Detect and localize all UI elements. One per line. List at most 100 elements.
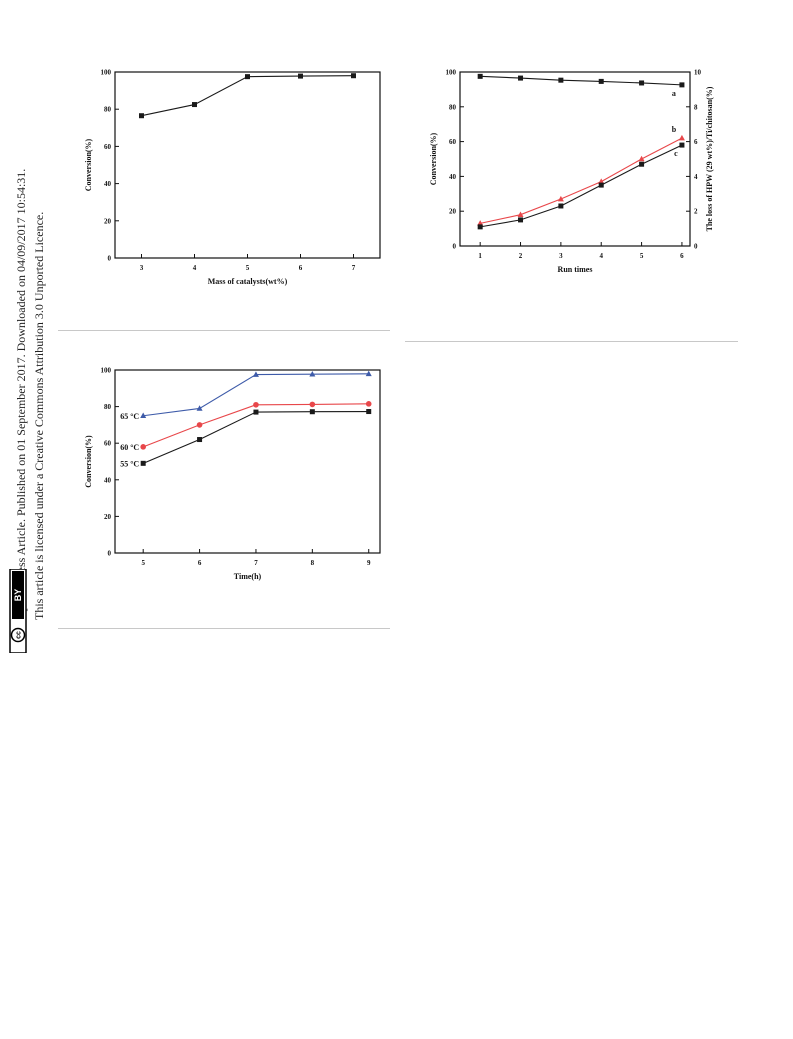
x-tick-label: 3: [559, 252, 563, 260]
sidebar-line-published: Open Access Article. Published on 01 Sep…: [14, 168, 28, 620]
chart-conversion-and-hpw-loss-vs-run-times: 0 20 40 60 80 100 0 2 4 6 8 10 1 2 3 4 5 6 Run times Conver…: [410, 60, 740, 290]
data-point: [477, 224, 483, 230]
y-axis-title: Conversion(%): [84, 435, 93, 488]
y-tick-label: 20: [104, 513, 112, 521]
cc-by-license-badge[interactable]: BY cc: [4, 569, 36, 653]
plot-frame: [459, 71, 691, 247]
badge-by-block: [12, 571, 24, 619]
data-point: [638, 155, 645, 162]
data-point: [366, 409, 372, 415]
y-tick-label: 20: [104, 217, 112, 225]
y2-tick-label: 4: [694, 173, 698, 181]
data-point: [598, 78, 604, 84]
separator-2: [405, 341, 738, 342]
data-point: [477, 73, 483, 79]
x-tick-label: 3: [140, 264, 144, 272]
data-point: [365, 370, 372, 377]
separator-1: [58, 330, 390, 331]
data-point: [518, 75, 524, 81]
x-tick-label: 2: [519, 252, 523, 260]
data-point: [197, 437, 203, 443]
x-tick-label: 9: [367, 559, 371, 567]
y-axis-title: Conversion(%): [84, 138, 93, 191]
y2-tick-label: 10: [694, 69, 702, 77]
series-1: [140, 401, 372, 450]
x-axis-title: Mass of catalysts(wt%): [208, 277, 288, 286]
series-line: [141, 75, 354, 117]
series-1: [477, 134, 685, 226]
y-tick-label: 40: [449, 173, 457, 181]
series-line: [143, 373, 369, 417]
series-line: [480, 144, 683, 228]
data-point: [253, 401, 259, 408]
plot-frame: [114, 71, 381, 259]
y-tick-label: 20: [449, 208, 457, 216]
series-label: 55 °C: [120, 459, 139, 468]
series-2: [140, 409, 372, 466]
y2-tick-label: 0: [694, 243, 698, 251]
x-tick-label: 8: [311, 559, 315, 567]
y2-tick-label: 6: [694, 138, 698, 146]
data-point: [517, 211, 524, 217]
data-point: [192, 102, 197, 108]
data-point: [245, 74, 250, 80]
sidebar: Open Access Article. Published on 01 Sep…: [0, 0, 60, 1039]
data-point: [196, 422, 203, 428]
series-label: c: [674, 149, 678, 158]
data-point: [140, 444, 146, 450]
data-point: [139, 113, 144, 119]
x-tick-label: 5: [640, 252, 644, 260]
y-tick-label: 60: [104, 440, 112, 448]
data-point: [365, 401, 372, 407]
data-point: [140, 460, 146, 466]
sidebar-line-licence: This article is licensed under a Creativ…: [32, 211, 46, 620]
y-tick-label: 0: [108, 550, 112, 558]
data-point: [557, 195, 564, 202]
x-tick-label: 6: [299, 264, 303, 272]
series-0: [477, 73, 685, 88]
data-point: [252, 371, 259, 377]
data-point: [518, 217, 524, 223]
y2-tick-label: 2: [694, 208, 698, 216]
series-line: [142, 410, 369, 464]
badge-cc-text: cc: [16, 631, 23, 639]
data-point: [598, 182, 604, 188]
separator-3: [58, 628, 390, 629]
data-point: [309, 371, 316, 377]
data-point: [309, 401, 316, 408]
series-2: [477, 142, 685, 230]
data-point: [679, 142, 685, 148]
y2-axis-title: The loss of HPW (29 wt%)/Ti/chitosan(%): [705, 86, 714, 231]
plot-frame: [114, 369, 381, 554]
x-axis-title: Time(h): [234, 572, 262, 581]
y-tick-label: 40: [104, 476, 112, 484]
y-tick-label: 80: [449, 103, 457, 111]
y2-tick-label: 8: [694, 103, 698, 111]
data-point: [298, 73, 303, 79]
series-line: [480, 137, 683, 224]
y-tick-label: 60: [104, 143, 112, 151]
y-tick-label: 40: [104, 180, 112, 188]
data-point: [679, 82, 685, 88]
x-tick-label: 5: [141, 559, 145, 567]
x-tick-label: 4: [599, 252, 603, 260]
chart-conversion-vs-catalyst-mass: 0 20 40 60 80 100 3 4 5 6 7 Mass of catalysts(wt%) C…: [70, 60, 390, 290]
data-point: [639, 80, 645, 86]
data-point: [477, 220, 484, 226]
series-0: [140, 370, 372, 419]
x-tick-label: 7: [254, 559, 258, 567]
data-point: [598, 178, 605, 184]
y-tick-label: 100: [446, 69, 457, 77]
y-tick-label: 0: [108, 255, 112, 263]
series-line: [480, 75, 682, 86]
chart-conversion-vs-time: 0 20 40 60 80 100 5 6 7 8 9 Time(h) Conversion(%) 65 …: [70, 358, 390, 593]
y-tick-label: 0: [453, 243, 457, 251]
data-point: [140, 412, 147, 419]
series-label: 60 °C: [120, 443, 139, 452]
badge-by-text: BY: [13, 589, 23, 602]
chart-svg-catalyst-mass: 0 20 40 60 80 100 3 4 5 6 7 Mass of catalysts(wt%) C…: [84, 69, 381, 286]
chart-svg-time: 0 20 40 60 80 100 5 6 7 8 9 Time(h) Conversion(%) 65 …: [84, 367, 381, 581]
data-point: [558, 203, 564, 209]
series-0: [139, 73, 356, 119]
